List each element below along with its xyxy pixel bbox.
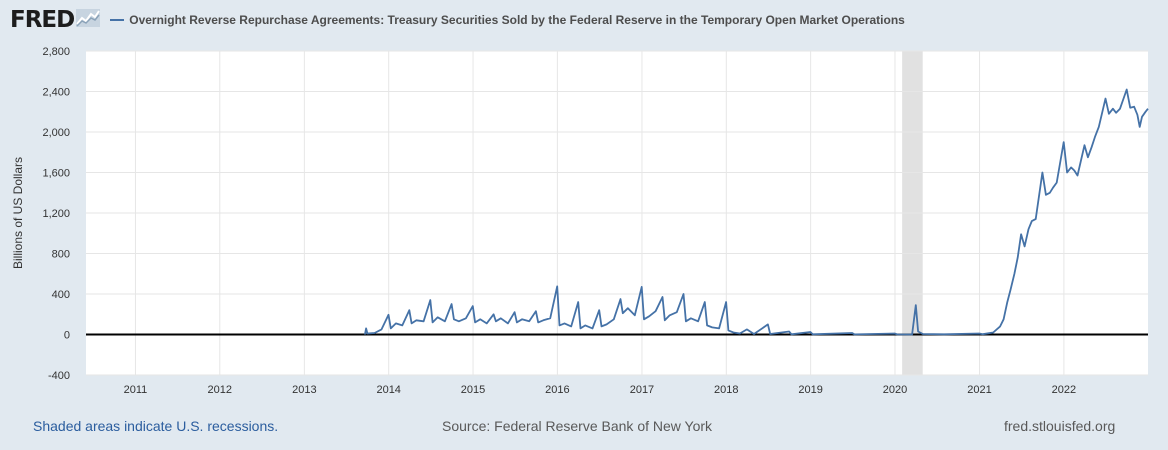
series-legend[interactable]: Overnight Reverse Repurchase Agreements:… [110,13,905,27]
series-legend-swatch [110,19,125,21]
x-tick-label: 2016 [545,384,569,396]
series-title: Overnight Reverse Repurchase Agreements:… [129,13,905,27]
x-tick-label: 2021 [967,384,991,396]
y-tick-label: 1,600 [42,168,70,180]
series-line [364,88,1149,336]
chart-header: FRED Overnight Reverse Repurchase Agreem… [10,6,905,34]
y-tick-label: 400 [52,289,70,301]
recession-note: Shaded areas indicate U.S. recessions. [33,418,279,434]
y-tick-label: -400 [48,370,70,382]
line-chart-icon [76,8,101,32]
fred-logo-text: FRED [10,7,75,33]
y-tick-label: 2,800 [42,46,70,58]
y-tick-label: 1,200 [42,208,70,220]
x-tick-label: 2020 [883,384,907,396]
y-tick-label: 0 [64,330,70,342]
line-chart[interactable]: 2,800 2,400 2,000 1,600 1,200 800 400 0 -400 2011… [0,0,1168,410]
source-note: Source: Federal Reserve Bank of New York [442,418,713,434]
x-tick-label: 2022 [1052,384,1076,396]
y-tick-label: 800 [52,249,70,261]
x-tick-label: 2014 [376,384,400,396]
y-tick-label: 2,000 [42,127,70,139]
x-tick-label: 2017 [630,384,654,396]
fred-logo[interactable]: FRED [10,7,101,33]
x-tick-label: 2011 [124,384,148,396]
x-tick-label: 2019 [798,384,822,396]
y-axis-label: Billions of US Dollars [11,157,25,269]
x-tick-label: 2013 [292,384,316,396]
y-tick-label: 2,400 [42,87,70,99]
site-url[interactable]: fred.stlouisfed.org [1004,418,1116,434]
x-tick-label: 2012 [208,384,232,396]
x-tick-label: 2015 [461,384,485,396]
x-tick-label: 2018 [714,384,738,396]
